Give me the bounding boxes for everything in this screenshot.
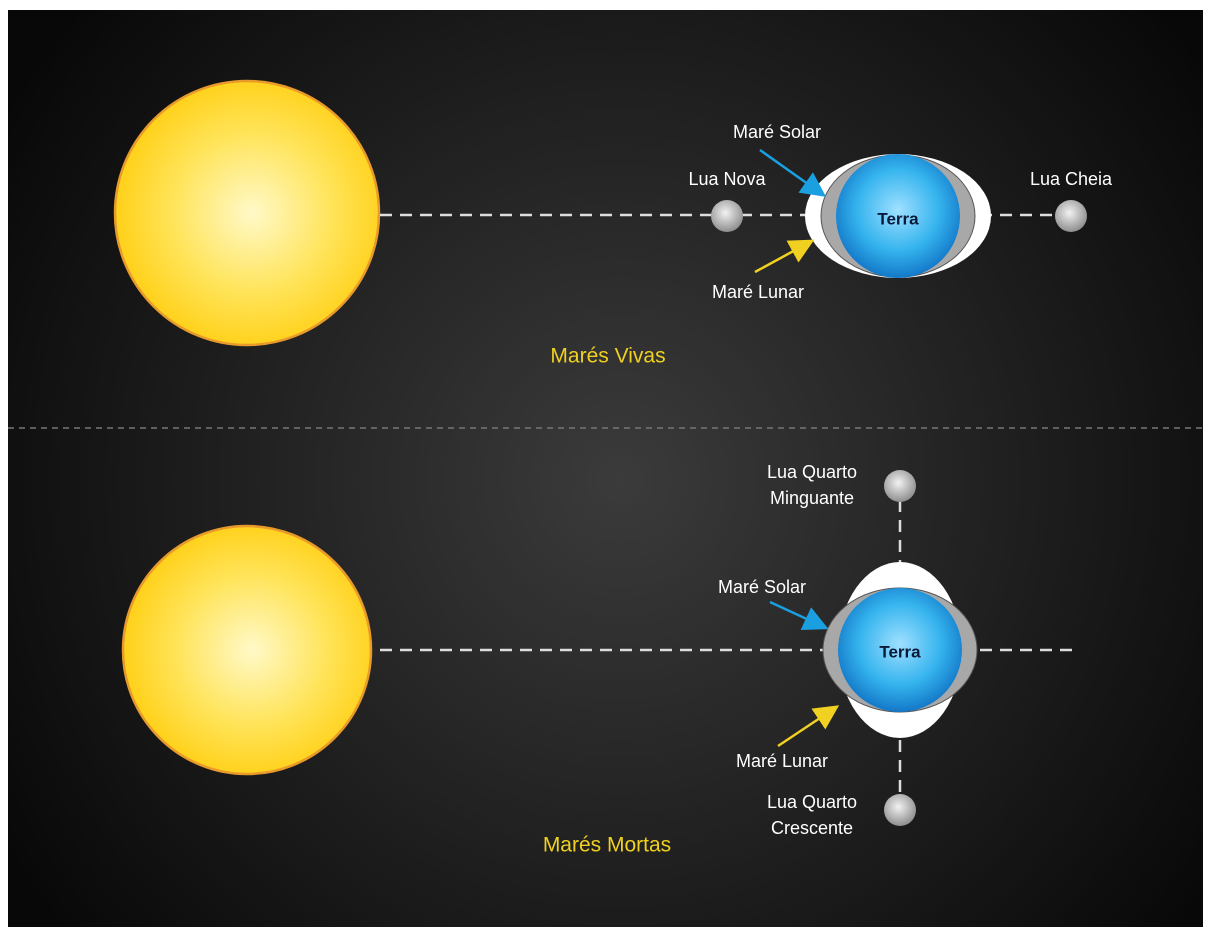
label: Maré Lunar [712, 282, 804, 302]
label: Maré Solar [733, 122, 821, 142]
moon [1055, 200, 1087, 232]
label: Crescente [771, 818, 853, 838]
arrow [769, 600, 829, 630]
label: Lua Quarto [767, 462, 857, 482]
sun [121, 524, 373, 776]
earth [836, 154, 960, 278]
sun [113, 79, 381, 347]
label: Lua Nova [688, 169, 766, 189]
earth-label: Terra [877, 209, 919, 228]
earth [838, 588, 962, 712]
arrow [759, 148, 827, 197]
caption: Marés Mortas [543, 834, 671, 857]
earth-label: Terra [879, 642, 921, 661]
moon [884, 470, 916, 502]
moon [711, 200, 743, 232]
label: Maré Solar [718, 577, 806, 597]
caption: Marés Vivas [550, 345, 665, 368]
arrow [777, 705, 840, 748]
label: Minguante [770, 488, 854, 508]
label: Lua Quarto [767, 792, 857, 812]
label: Maré Lunar [736, 751, 828, 771]
label: Lua Cheia [1030, 169, 1113, 189]
moon [884, 794, 916, 826]
arrow [754, 239, 815, 274]
